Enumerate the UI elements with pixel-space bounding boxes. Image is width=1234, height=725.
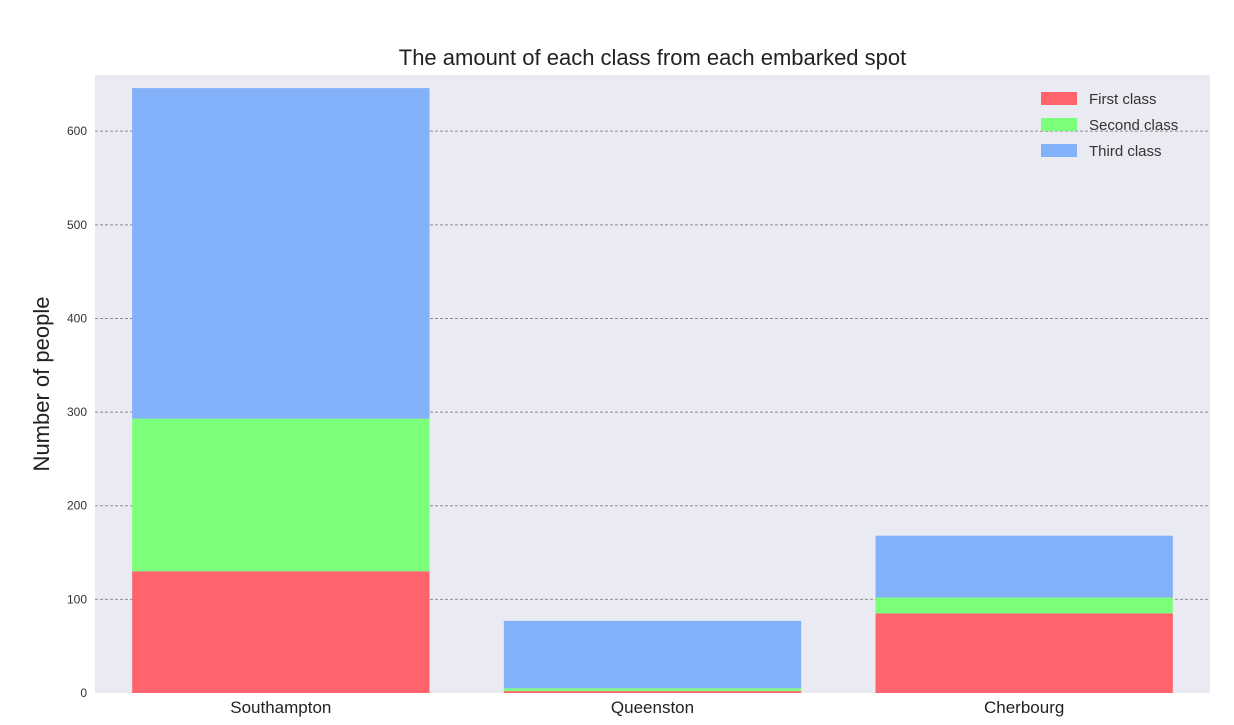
y-axis-label: Number of people [29,297,54,472]
legend-swatch [1041,144,1077,157]
bar-cherbourg-series-2 [875,597,1173,614]
y-tick-label: 400 [67,311,87,325]
chart-title: The amount of each class from each embar… [399,45,906,70]
y-tick-label: 200 [67,499,87,513]
bar-queenston-series-3 [503,620,802,689]
x-tick-label: Cherbourg [984,698,1064,717]
y-tick-label: 500 [67,218,87,232]
legend: First class Second class Third class [1041,91,1178,160]
bar-southampton-series-2 [132,418,430,572]
y-tick-label: 100 [67,592,87,606]
bar-queenston-series-2 [503,688,802,692]
legend-label: First class [1089,91,1157,108]
x-axis-ticks: Southampton Queenston Cherbourg [230,698,1064,717]
bar-southampton-series-3 [132,88,430,419]
y-tick-label: 0 [80,686,87,700]
legend-label: Third class [1089,143,1162,160]
y-axis-ticks: 0 100 200 300 400 500 600 [67,124,87,700]
y-tick-label: 300 [67,405,87,419]
bar-southampton-series-1 [132,571,430,693]
bar-cherbourg-series-3 [875,535,1173,598]
legend-swatch [1041,92,1077,105]
bar-cherbourg-series-1 [875,613,1173,693]
bar-queenston-series-1 [503,691,802,693]
x-tick-label: Southampton [230,698,331,717]
legend-swatch [1041,118,1077,131]
x-tick-label: Queenston [611,698,694,717]
bars [132,88,1173,693]
legend-label: Second class [1089,117,1178,134]
y-tick-label: 600 [67,124,87,138]
